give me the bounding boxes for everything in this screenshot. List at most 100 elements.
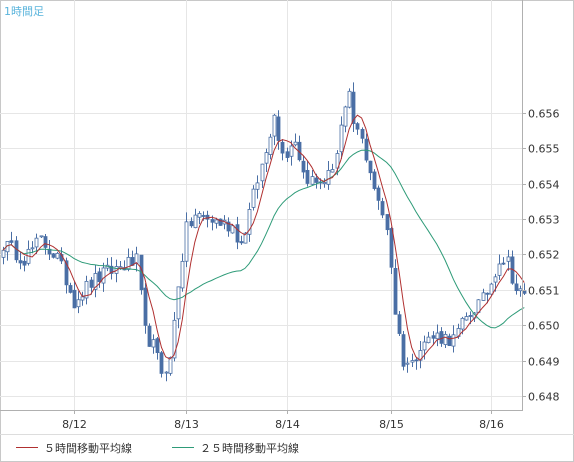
candle bbox=[389, 226, 394, 275]
candle-body bbox=[355, 123, 360, 130]
candle-body bbox=[280, 141, 285, 154]
candle-body bbox=[468, 315, 473, 317]
candle-body bbox=[230, 225, 235, 234]
candle bbox=[193, 208, 198, 229]
y-tick-label: 0.651 bbox=[528, 285, 560, 298]
candle bbox=[147, 323, 152, 347]
candle bbox=[489, 282, 494, 297]
candle-body bbox=[397, 314, 402, 334]
candle-body bbox=[489, 283, 494, 295]
candle-body bbox=[376, 187, 381, 201]
candle-body bbox=[518, 288, 523, 292]
candle-body bbox=[134, 253, 139, 264]
candle-body bbox=[189, 220, 194, 227]
candle-body bbox=[214, 219, 219, 224]
candle bbox=[343, 105, 348, 133]
candle-body bbox=[155, 338, 160, 353]
candle-body bbox=[347, 90, 352, 108]
candle bbox=[376, 185, 381, 210]
candle-body bbox=[493, 276, 498, 283]
candle bbox=[39, 235, 44, 239]
candle-body bbox=[226, 221, 231, 232]
candle-body bbox=[268, 136, 273, 155]
candle-body bbox=[497, 263, 502, 276]
candle bbox=[447, 333, 452, 347]
candle bbox=[405, 357, 410, 373]
candle bbox=[235, 216, 240, 250]
candle-body bbox=[435, 332, 440, 340]
candle-body bbox=[326, 170, 331, 185]
candle bbox=[393, 259, 398, 315]
candle-body bbox=[443, 333, 448, 345]
candle bbox=[76, 291, 81, 314]
candle bbox=[101, 262, 106, 292]
candle-body bbox=[414, 359, 419, 362]
candle bbox=[247, 202, 252, 242]
candle bbox=[451, 325, 456, 353]
candle-body bbox=[97, 271, 102, 283]
candle bbox=[397, 310, 402, 337]
candle-body bbox=[451, 334, 456, 347]
candle-body bbox=[151, 339, 156, 348]
candle bbox=[305, 160, 310, 187]
candle-body bbox=[247, 209, 252, 235]
candle bbox=[380, 197, 385, 219]
candle-body bbox=[80, 296, 85, 301]
candle bbox=[285, 147, 290, 162]
candle bbox=[293, 133, 298, 147]
candle bbox=[18, 252, 23, 270]
candle-body bbox=[255, 182, 260, 190]
candle bbox=[289, 140, 294, 166]
candle bbox=[355, 122, 360, 135]
candle bbox=[426, 331, 431, 344]
candle bbox=[272, 113, 277, 146]
candle-body bbox=[506, 256, 511, 262]
candle bbox=[164, 371, 169, 382]
candle-body bbox=[197, 213, 202, 218]
candle-body bbox=[147, 325, 152, 347]
candle bbox=[239, 235, 244, 245]
candle-body bbox=[276, 116, 281, 141]
candle-body bbox=[343, 106, 348, 127]
candle bbox=[93, 264, 98, 298]
candle-body bbox=[393, 268, 398, 315]
candle-body bbox=[431, 335, 436, 339]
candle-body bbox=[68, 285, 73, 293]
candle bbox=[347, 88, 352, 109]
candle-body bbox=[164, 371, 169, 374]
candle bbox=[180, 253, 185, 292]
legend-ma25-label: ２５時間移動平均線 bbox=[200, 441, 299, 455]
candle-body bbox=[372, 171, 377, 189]
candle bbox=[280, 139, 285, 161]
candle-body bbox=[339, 124, 344, 153]
candle bbox=[268, 133, 273, 160]
candle bbox=[176, 286, 181, 329]
candle bbox=[30, 241, 35, 254]
candle-body bbox=[514, 283, 519, 292]
candle-body bbox=[39, 235, 44, 238]
candle bbox=[385, 214, 390, 236]
candle bbox=[514, 274, 519, 295]
candle-body bbox=[389, 228, 394, 268]
candle-body bbox=[422, 341, 427, 351]
candle-body bbox=[464, 316, 469, 321]
candle bbox=[431, 331, 436, 346]
candle bbox=[151, 334, 156, 354]
candle-body bbox=[310, 176, 315, 185]
candle bbox=[143, 283, 148, 334]
candle bbox=[310, 170, 315, 185]
candle bbox=[251, 185, 256, 211]
candle-body bbox=[301, 160, 306, 173]
candle bbox=[443, 331, 448, 349]
candle bbox=[84, 275, 89, 305]
candle bbox=[126, 248, 131, 272]
candle-body bbox=[426, 336, 431, 344]
candle bbox=[414, 357, 419, 370]
candle-body bbox=[168, 357, 173, 374]
candle-body bbox=[385, 214, 390, 231]
candles bbox=[1, 82, 527, 382]
candle-body bbox=[293, 141, 298, 146]
candle bbox=[72, 281, 77, 309]
candle-body bbox=[447, 335, 452, 347]
